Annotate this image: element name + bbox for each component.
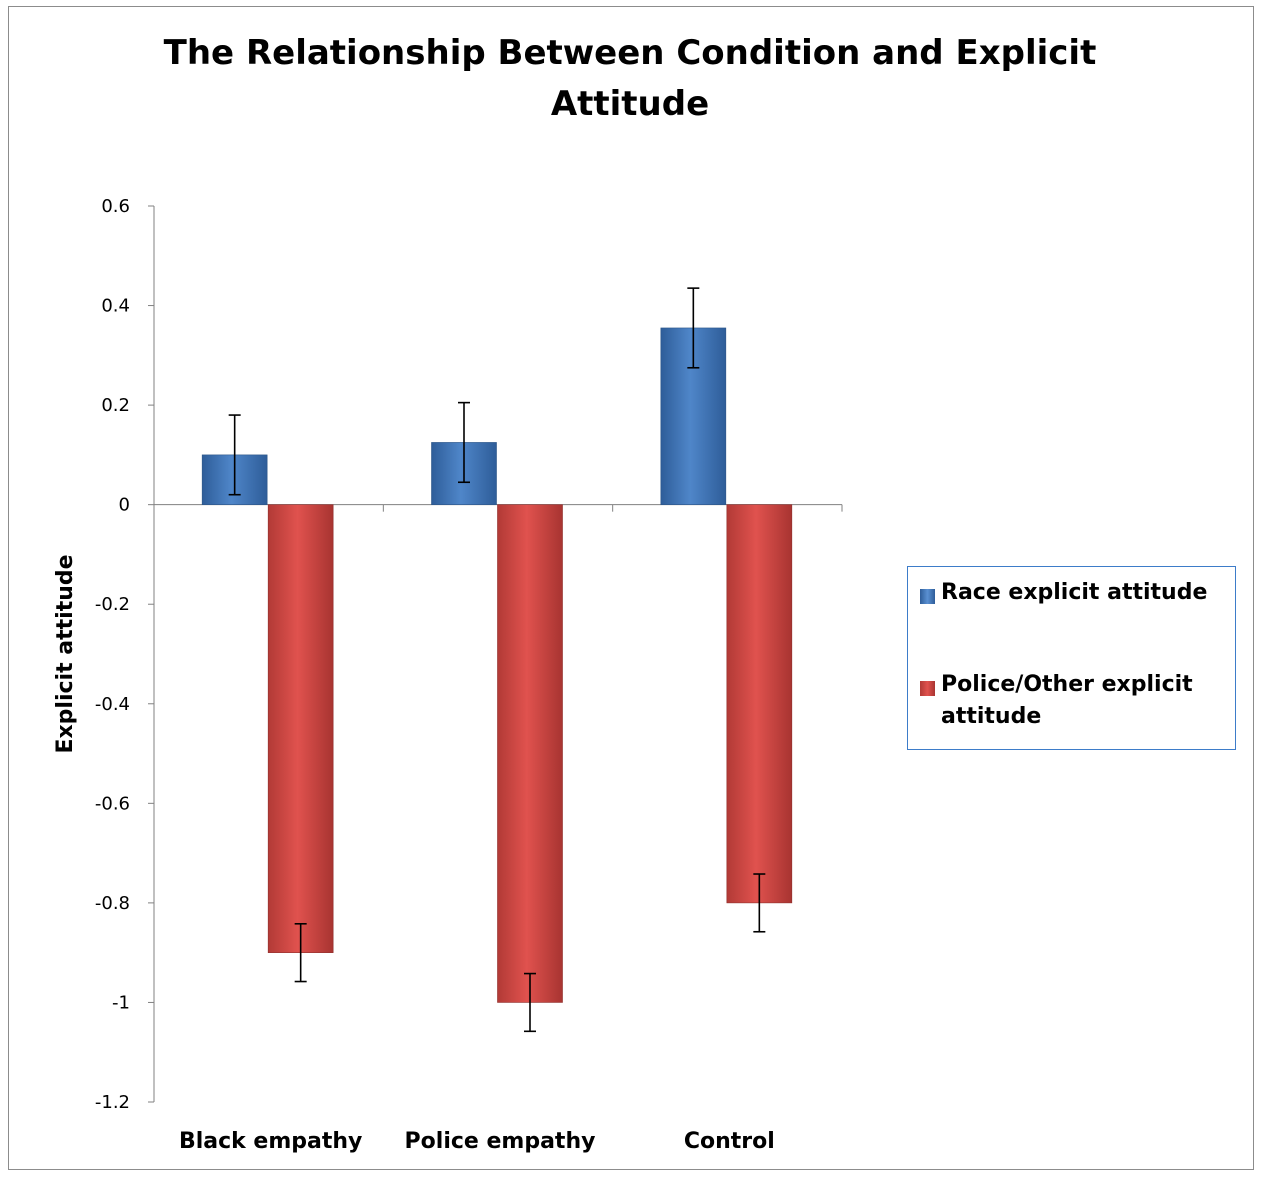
y-tick-label: -1.2 [95,1092,130,1113]
bar [497,504,563,1003]
y-tick-label: -0.4 [95,694,130,715]
legend-label-police: Police/Other explicit attitude [941,672,1193,729]
x-tick-label: Police empathy [405,1129,596,1154]
x-tick-label: Black empathy [179,1129,362,1154]
legend: Race explicit attitude Police/Other expl… [907,566,1236,750]
bars [201,327,793,1003]
legend-swatch-police [920,681,935,696]
y-tick-label: -1 [112,992,130,1013]
legend-swatch-race [920,589,935,604]
y-tick-label: 0 [119,495,130,516]
legend-item-race: Race explicit attitude [920,577,1226,609]
bar [726,504,793,904]
y-tick-label: -0.8 [95,893,130,914]
y-axis-title: Explicit attitude [53,554,78,753]
error-bars [228,287,766,1033]
legend-item-police: Police/Other explicit attitude [920,669,1226,733]
bar [267,504,334,953]
y-tick-label: 0.4 [101,296,130,317]
y-tick-label: -0.6 [95,793,130,814]
x-tick-label: Control [684,1129,775,1154]
y-tick-label: 0.6 [101,196,130,217]
y-tick-label: -0.2 [95,594,130,615]
legend-label-race: Race explicit attitude [941,580,1208,605]
chart-title: The Relationship Between Condition and E… [163,33,1097,124]
axis-labels: 0.6 0.4 0.2 0 -0.2 -0.4 -0.6 -0.8 -1 -1.2 Black em… [53,196,775,1154]
y-tick-label: 0.2 [101,395,130,416]
